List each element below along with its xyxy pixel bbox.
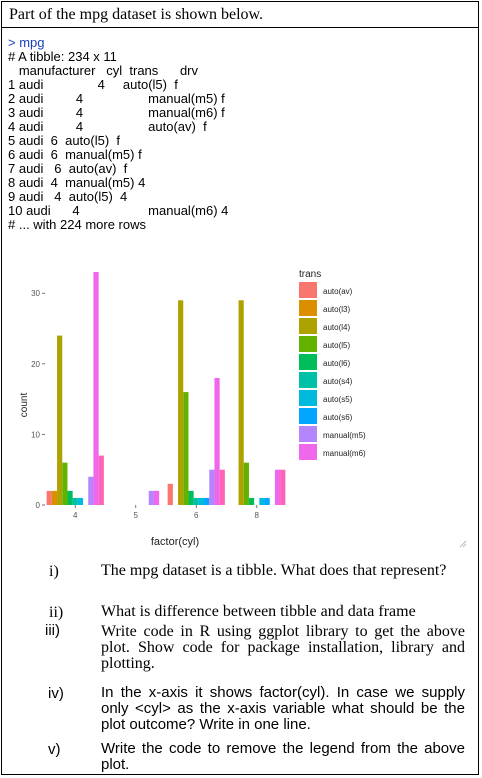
resize-handle-icon (459, 540, 467, 548)
console-line: 10 audi 4 manual(m6) 4 (8, 203, 229, 218)
console-line: 2 audi 4 manual(m5) f (8, 91, 225, 106)
heading-bar: Part of the mpg dataset is shown below. (1, 1, 479, 28)
question-number: i) (49, 563, 59, 580)
x-tick-label: 4 (73, 511, 78, 520)
legend-label: auto(av) (323, 287, 353, 296)
question-text: The mpg dataset is a tibble. What does t… (101, 562, 447, 579)
question-text: What is difference between tibble and da… (101, 603, 416, 620)
bar (67, 490, 73, 505)
console-line: 7 audi 6 auto(av) f (8, 161, 128, 176)
legend-label: auto(s4) (323, 377, 353, 386)
console-line: 3 audi 4 manual(m6) f (8, 105, 225, 120)
legend-swatch (299, 300, 317, 316)
console-line: 9 audi 4 auto(l5) 4 (8, 189, 128, 204)
x-tick-label: 8 (255, 511, 260, 520)
y-tick-label: 10 (31, 430, 40, 439)
legend-swatch (299, 282, 317, 298)
console-line: # ... with 224 more rows (8, 217, 146, 232)
question-text: Write code in R using ggplot library to … (101, 623, 465, 672)
legend-label: auto(s6) (323, 413, 353, 422)
bar (243, 462, 249, 505)
bar (219, 469, 225, 505)
legend-swatch (299, 390, 317, 406)
bar (259, 497, 265, 505)
bar (77, 497, 84, 505)
question-text: Write the code to remove the legend from… (101, 740, 465, 773)
x-tick-label: 5 (134, 511, 139, 520)
legend-label: auto(l6) (323, 359, 350, 368)
legend-label: auto(l5) (323, 341, 350, 350)
y-tick-label: 0 (36, 501, 41, 510)
bar (198, 497, 205, 505)
legend-swatch (299, 336, 317, 352)
legend-label: auto(l3) (323, 305, 350, 314)
x-axis-label: factor(cyl) (151, 536, 199, 548)
bar (62, 462, 68, 505)
console-line: manufacturer cyl trans drv (8, 63, 199, 78)
bar (238, 300, 244, 505)
console-line: 6 audi 6 manual(m5) f (8, 147, 142, 162)
bar (93, 272, 99, 505)
question-text: In the x-axis it shows factor(cyl). In c… (101, 684, 465, 733)
legend-label: auto(l4) (323, 323, 350, 332)
bar (274, 469, 281, 505)
bar (264, 497, 270, 505)
question-number: iii) (45, 622, 60, 639)
question-number: v) (48, 741, 61, 758)
legend-swatch (299, 372, 317, 388)
y-tick-label: 20 (31, 360, 40, 369)
page-title: Part of the mpg dataset is shown below. (9, 6, 264, 23)
console-line: 5 audi 6 auto(l5) f (8, 133, 121, 148)
legend-swatch (299, 426, 317, 442)
legend-swatch (299, 318, 317, 334)
bar (214, 377, 220, 505)
y-axis-label: count (19, 393, 30, 418)
bar (209, 469, 215, 505)
bar (153, 490, 160, 505)
y-axis: 0 10 20 30 (31, 289, 45, 510)
console-line: 4 audi 4 auto(av) f (8, 119, 207, 134)
y-tick-label: 30 (31, 289, 40, 298)
console-prompt: > mpg (8, 35, 45, 50)
bar (88, 476, 94, 505)
legend-title: trans (299, 269, 321, 280)
bar (280, 469, 286, 505)
bar (57, 335, 63, 505)
legend-label: manual(m5) (323, 431, 366, 440)
bar (46, 490, 52, 505)
bars (46, 272, 286, 505)
legend-swatch (299, 408, 317, 424)
bar (204, 497, 210, 505)
bar (51, 490, 58, 505)
console-line: 8 audi 4 manual(m5) 4 (8, 175, 146, 190)
bar (98, 455, 104, 505)
bar (167, 483, 173, 505)
bar (72, 497, 78, 505)
legend-label: auto(s5) (323, 395, 353, 404)
legend-swatch (299, 354, 317, 370)
question-number: iv) (48, 685, 64, 702)
legend-swatch (299, 444, 317, 460)
console-line: # A tibble: 234 x 11 (8, 49, 117, 64)
question-number: ii) (49, 604, 64, 621)
x-axis: 4 5 6 8 (73, 505, 260, 520)
bar (193, 497, 199, 505)
bar (178, 300, 184, 505)
bar (188, 490, 194, 505)
legend-label: manual(m6) (323, 449, 366, 458)
bar (183, 392, 189, 505)
bar (148, 490, 154, 505)
console-line: 1 audi 4 auto(l5) f (8, 77, 178, 92)
bar (248, 497, 255, 505)
x-tick-label: 6 (194, 511, 199, 520)
